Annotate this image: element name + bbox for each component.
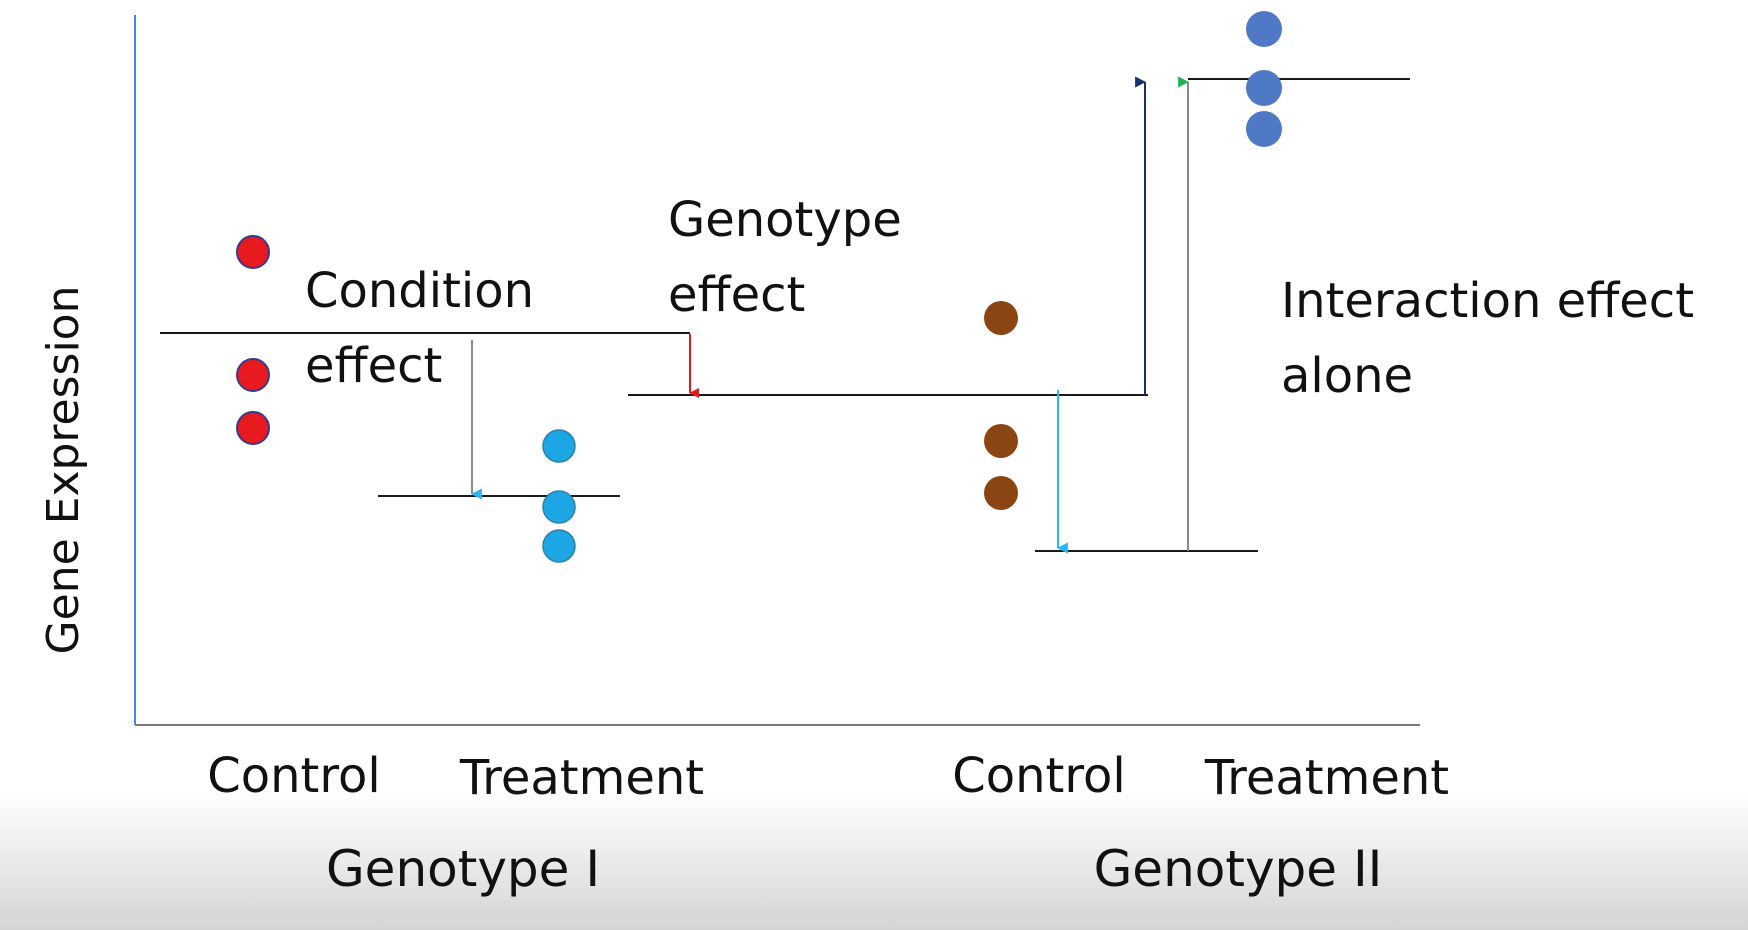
interaction-effect-label-line2: alone bbox=[1281, 348, 1413, 404]
data-point-genotype1-control bbox=[236, 235, 270, 269]
data-point-genotype2-treatment bbox=[1246, 11, 1282, 47]
data-point-genotype2-treatment bbox=[1246, 111, 1282, 147]
data-point-genotype1-treatment bbox=[542, 529, 576, 563]
genotype-effect-label-line1: Genotype bbox=[668, 192, 902, 248]
data-point-genotype1-treatment bbox=[542, 490, 576, 524]
condition-effect-label-line2: effect bbox=[305, 338, 442, 394]
data-point-genotype2-treatment bbox=[1246, 70, 1282, 106]
data-point-genotype2-control bbox=[984, 424, 1018, 458]
group-label-genotype1: Genotype I bbox=[326, 840, 600, 898]
data-point-genotype2-control bbox=[984, 476, 1018, 510]
data-point-genotype1-control bbox=[236, 358, 270, 392]
data-point-genotype2-control bbox=[984, 301, 1018, 335]
condition-effect-label-line1: Condition bbox=[305, 263, 534, 319]
interaction-effect-label-line1: Interaction effect bbox=[1281, 273, 1694, 329]
data-point-genotype1-control bbox=[236, 411, 270, 445]
data-point-genotype1-treatment bbox=[542, 429, 576, 463]
group-label-genotype2: Genotype II bbox=[1094, 840, 1383, 898]
genotype-effect-label-line2: effect bbox=[668, 267, 805, 323]
y-axis-label: Gene Expression bbox=[38, 286, 89, 655]
bottom-fade-overlay bbox=[0, 790, 1748, 930]
